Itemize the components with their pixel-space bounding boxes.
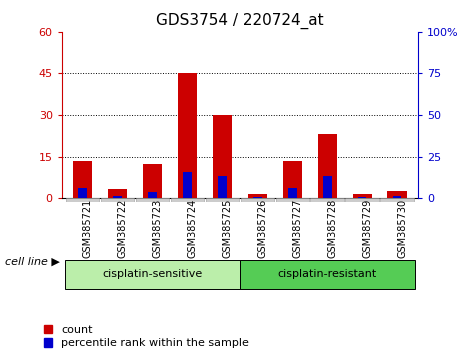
Bar xyxy=(288,188,296,198)
Text: GSM385729: GSM385729 xyxy=(362,198,372,258)
Text: GSM385722: GSM385722 xyxy=(118,198,128,258)
Text: cisplatin-sensitive: cisplatin-sensitive xyxy=(103,269,203,279)
Bar xyxy=(178,74,197,198)
FancyBboxPatch shape xyxy=(206,198,239,202)
Bar xyxy=(248,194,267,198)
FancyBboxPatch shape xyxy=(171,198,204,202)
Bar xyxy=(113,196,122,198)
Text: GSM385724: GSM385724 xyxy=(188,198,198,258)
Bar xyxy=(352,194,372,198)
FancyBboxPatch shape xyxy=(136,198,169,202)
Bar xyxy=(318,135,337,198)
Bar xyxy=(148,193,157,198)
Bar xyxy=(388,191,407,198)
Bar xyxy=(213,115,232,198)
Bar xyxy=(65,260,240,289)
Text: cisplatin-resistant: cisplatin-resistant xyxy=(277,269,377,279)
Legend: count, percentile rank within the sample: count, percentile rank within the sample xyxy=(44,325,249,348)
Bar xyxy=(358,196,367,198)
Bar xyxy=(283,161,302,198)
Text: GSM385726: GSM385726 xyxy=(257,198,267,258)
Text: GSM385721: GSM385721 xyxy=(83,198,93,258)
Text: cell line ▶: cell line ▶ xyxy=(5,257,60,267)
FancyBboxPatch shape xyxy=(276,198,309,202)
Bar xyxy=(393,196,401,198)
Text: GSM385723: GSM385723 xyxy=(152,198,162,258)
FancyBboxPatch shape xyxy=(66,198,99,202)
Bar xyxy=(183,172,192,198)
Text: GSM385727: GSM385727 xyxy=(292,198,302,258)
FancyBboxPatch shape xyxy=(240,198,274,202)
Text: GSM385725: GSM385725 xyxy=(222,198,232,258)
FancyBboxPatch shape xyxy=(101,198,134,202)
Bar xyxy=(240,260,415,289)
Bar xyxy=(253,196,262,198)
Bar xyxy=(78,188,87,198)
Title: GDS3754 / 220724_at: GDS3754 / 220724_at xyxy=(156,13,323,29)
Bar xyxy=(323,176,332,198)
FancyBboxPatch shape xyxy=(345,198,379,202)
FancyBboxPatch shape xyxy=(380,198,414,202)
Bar xyxy=(73,161,92,198)
Text: GSM385728: GSM385728 xyxy=(327,198,337,258)
FancyBboxPatch shape xyxy=(311,198,344,202)
Bar xyxy=(108,189,127,198)
Text: GSM385730: GSM385730 xyxy=(397,198,407,258)
Bar xyxy=(143,164,162,198)
Bar xyxy=(218,176,227,198)
